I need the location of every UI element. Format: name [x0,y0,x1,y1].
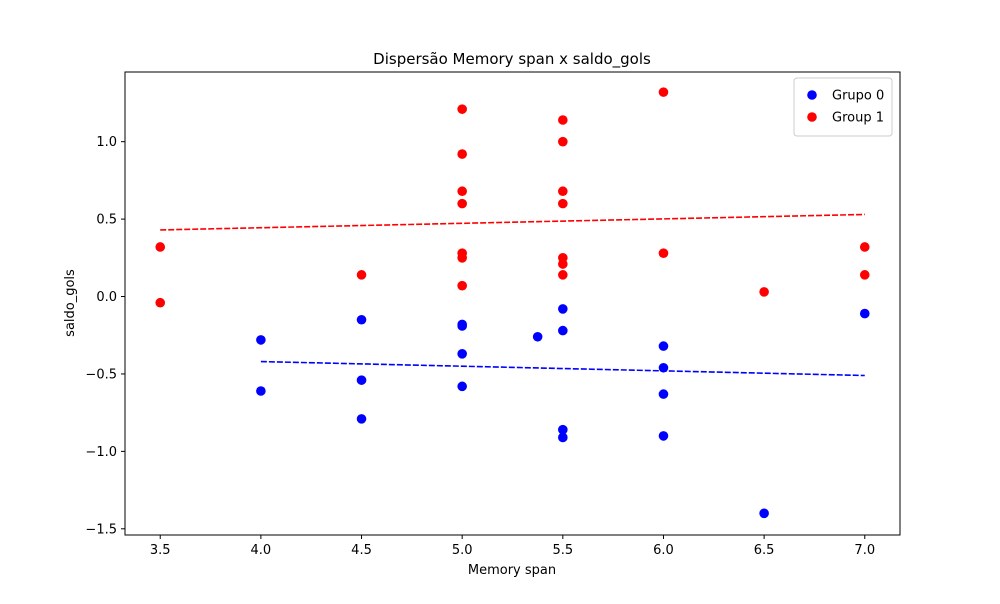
data-point [558,259,568,269]
data-point [457,198,467,209]
x-tick-label: 5.5 [552,543,573,558]
data-point [457,381,467,392]
data-point [457,186,467,197]
legend-marker [807,112,817,122]
data-point [658,341,669,351]
data-point [558,325,568,336]
data-point [558,115,568,125]
data-point [356,375,367,385]
data-point [558,270,568,280]
data-point [658,389,669,399]
chart-title: Dispersão Memory span x saldo_gols [373,50,651,69]
data-point [532,331,543,342]
x-tick-label: 5.0 [452,543,473,558]
legend-marker [807,90,817,100]
data-point [759,508,769,519]
legend-label: Group 1 [832,111,884,126]
y-tick-label: −0.5 [85,367,117,382]
data-point [558,186,568,197]
trend-line [260,360,865,377]
data-point [457,321,467,331]
data-point [256,335,266,345]
x-tick-label: 7.0 [854,543,875,558]
x-tick-label: 4.0 [251,543,272,558]
data-point [558,136,568,147]
y-tick-label: −1.0 [85,445,117,460]
y-tick-label: 1.0 [96,135,117,150]
data-point [256,386,266,396]
series-0 [256,304,870,519]
legend: Grupo 0 Group 1 [793,77,893,137]
legend-box [793,77,893,137]
y-axis-label: saldo_gols [63,269,78,337]
data-point [356,414,367,424]
data-point [155,242,166,252]
plot-frame [124,71,901,536]
trend-line [160,213,865,231]
y-tick-label: 0.5 [96,213,117,228]
data-point [356,314,367,325]
data-point [558,198,568,209]
legend-label: Grupo 0 [832,89,884,104]
plot-area [155,87,870,519]
x-tick-label: 6.0 [653,543,674,558]
data-point [658,87,669,97]
data-point [658,431,669,441]
y-tick-label: −1.5 [85,522,117,537]
x-tick-label: 6.5 [754,543,775,558]
data-point [658,248,669,258]
data-point [457,104,467,114]
data-point [457,349,467,359]
data-point [155,297,166,308]
y-tick-label: 0.0 [96,290,117,305]
data-point [457,149,467,159]
data-point [457,253,467,263]
data-point [859,308,870,319]
data-point [558,432,568,443]
x-axis-label: Memory span [468,563,556,578]
data-point [558,424,568,435]
data-point [859,242,870,252]
data-point [457,280,467,291]
data-point [356,270,367,280]
data-point [859,270,870,280]
x-tick-label: 4.5 [351,543,372,558]
x-tick-label: 3.5 [150,543,171,558]
data-point [558,304,568,314]
series-1 [155,87,870,308]
data-point [759,287,769,297]
